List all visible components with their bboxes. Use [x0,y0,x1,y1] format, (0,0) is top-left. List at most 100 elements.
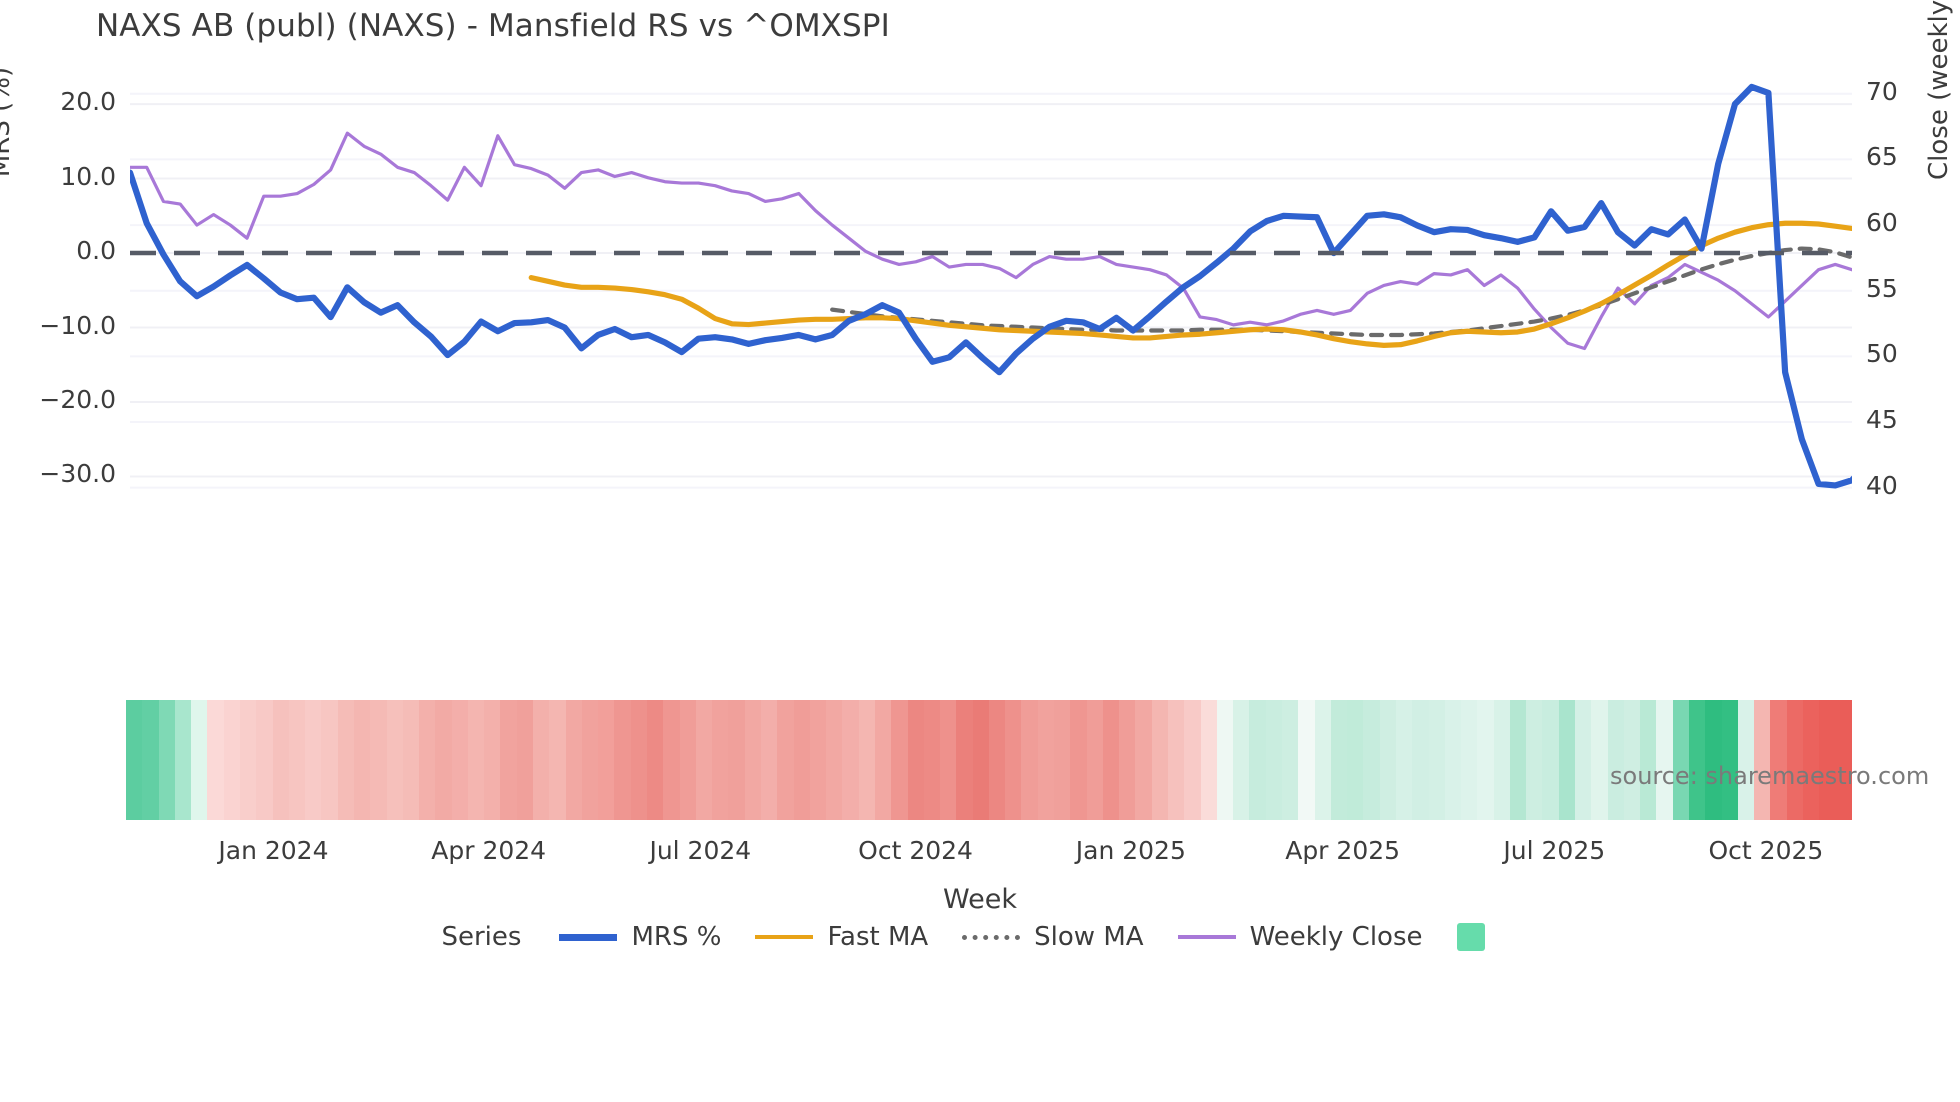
legend-item[interactable]: MRS % [559,922,721,952]
heat-strip-cell [321,700,338,820]
x-axis-tick: Jul 2025 [1503,836,1606,865]
heat-strip-cell [1281,700,1299,820]
heat-strip-cell [484,700,501,820]
heat-strip-cell [1314,700,1331,820]
legend-item[interactable]: Weekly Close [1177,922,1423,952]
heat-strip-cell [1379,700,1396,820]
heat-strip-cell [1054,700,1071,820]
heat-strip-cell [907,700,924,820]
relative-strength-heat-strip [126,700,1852,820]
heat-strip-cell [288,700,306,820]
x-axis-tick: Apr 2025 [1285,836,1401,865]
heat-strip-cell [142,700,159,820]
heat-strip-cell [760,700,778,820]
heat-strip-cell [663,700,680,820]
heat-strip-cell [565,700,582,820]
plot-area [130,78,1852,510]
series-line-mrs [130,83,1852,489]
heat-strip-cell [191,700,208,820]
heat-strip-cell [972,700,989,820]
y-axis-right-tick: 55 [1866,273,1898,303]
x-axis-tick: Apr 2024 [431,836,547,865]
heat-strip-cell [1493,700,1510,820]
heat-strip-cell [1119,700,1136,820]
heat-strip-cell [256,700,273,820]
heat-strip-cell [435,700,452,820]
heat-strip-cell [1640,700,1657,820]
heat-strip-cell [1037,700,1055,820]
heat-strip-cell [1151,700,1168,820]
heat-strip-cell [1737,700,1755,820]
legend-line-swatch [559,933,618,941]
chart-legend: Series MRS % Fast MA Slow MA Weekly Close [0,922,1960,952]
heat-strip-cell [1656,700,1673,820]
heat-strip-cell [712,700,729,820]
heat-strip-cell [239,700,257,820]
heat-strip-cell [1298,700,1315,820]
heat-strip-cell [1330,700,1348,820]
heat-strip-cell [1102,700,1120,820]
heat-strip-cell [891,700,908,820]
chart-canvas [130,83,1852,489]
heat-strip-cell [549,700,566,820]
heat-strip-cell [1461,700,1478,820]
heat-strip-cell [516,700,534,820]
heat-strip-cell [695,700,713,820]
legend-item[interactable]: Slow MA [962,922,1144,952]
heat-strip-cell [419,700,436,820]
heat-strip-cell [337,700,354,820]
heat-strip-cell [728,700,745,820]
y-axis-right-tick: 65 [1866,142,1898,172]
heat-strip-cell [1395,700,1413,820]
heat-strip-cell [1591,700,1608,820]
source-attribution: source: sharemaestro.com [1610,762,1930,790]
heat-strip-cell [467,700,485,820]
heat-strip-cell [1754,700,1771,820]
x-axis-tick: Jan 2025 [1075,836,1186,865]
heat-strip-cell [1623,700,1641,820]
heat-strip-cell [793,700,810,820]
heat-strip-cell [1412,700,1429,820]
heat-strip-cell [402,700,420,820]
heat-strip-cell [533,700,550,820]
heat-strip-cell [126,700,143,820]
heat-strip-cell [988,700,1006,820]
legend-color-box [1456,923,1485,951]
legend-item[interactable] [1456,923,1485,951]
heat-strip-cell [1086,700,1103,820]
y-axis-left-tick: −20.0 [39,385,116,414]
chart-title: NAXS AB (publ) (NAXS) - Mansfield RS vs … [96,8,890,44]
heat-strip-cell [858,700,875,820]
x-axis-tick: Jan 2024 [218,836,329,865]
heat-strip-cell [353,700,371,820]
y-axis-left-tick: −10.0 [39,310,116,340]
heat-strip-cell [1802,700,1820,820]
y-axis-left-tick: 20.0 [60,87,116,117]
y-axis-right-tick: 70 [1866,76,1898,106]
legend-line-swatch [962,934,1021,940]
heat-strip-cell [1672,700,1689,820]
heat-strip-cell [1575,700,1592,820]
x-axis-tick: Jul 2024 [649,836,752,865]
heat-strip-cell [744,700,761,820]
heat-strip-cell [207,700,224,820]
heat-strip-cell [1770,700,1787,820]
y-axis-right-label: Close (weekly) [1924,0,1954,180]
legend-item[interactable]: Fast MA [755,922,928,952]
heat-strip-cell [1265,700,1282,820]
heat-strip-cell [598,700,615,820]
heat-strip-cell [874,700,892,820]
heat-strip-cell [826,700,843,820]
heat-strip-cell [158,700,175,820]
heat-strip-cell [1347,700,1364,820]
series-line-slow-ma [830,246,1852,338]
y-axis-right-tick: 40 [1866,470,1898,500]
heat-strip-cell [1819,700,1836,820]
heat-strip-cell [451,700,468,820]
heat-strip-cell [1249,700,1266,820]
y-axis-right-tick: 50 [1866,339,1898,369]
heat-strip-cell [1542,700,1559,820]
x-axis-label: Week [943,884,1017,915]
heat-strip-cell [956,700,973,820]
